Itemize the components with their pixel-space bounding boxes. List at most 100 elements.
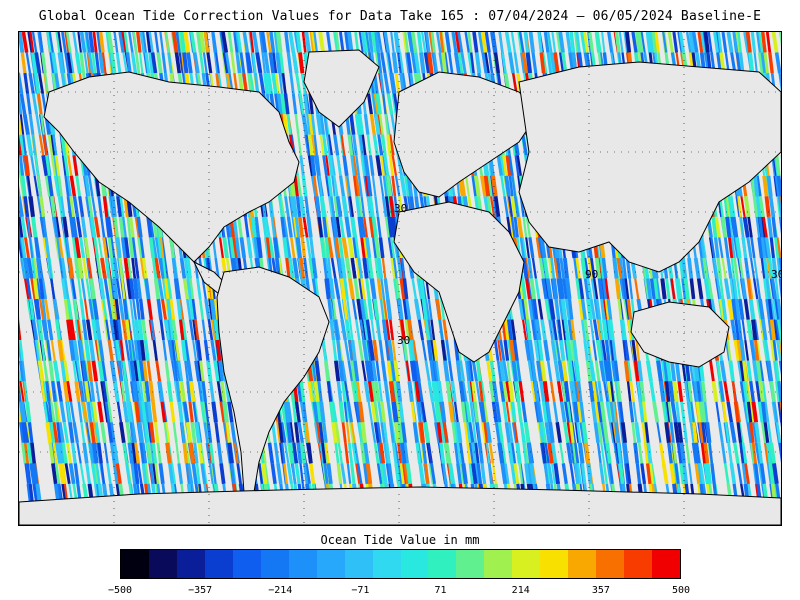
track-segment — [29, 298, 35, 320]
track-segment — [325, 175, 331, 197]
track-segment — [531, 257, 538, 279]
track-segment — [526, 278, 533, 300]
track-segment — [122, 298, 129, 320]
track-segment — [561, 360, 568, 382]
track-segment — [30, 278, 37, 300]
track-segment — [340, 360, 347, 382]
track-segment — [587, 257, 594, 279]
track-segment — [98, 278, 106, 300]
track-segment — [519, 422, 525, 443]
track-segment — [328, 278, 335, 300]
track-segment — [389, 319, 395, 341]
track-segment — [387, 216, 393, 238]
track-segment — [400, 442, 408, 464]
track-segment — [409, 360, 417, 382]
track-segment — [443, 442, 450, 464]
track-segment — [24, 463, 29, 485]
track-segment — [382, 298, 388, 320]
track-segment — [209, 442, 215, 464]
track-segment — [338, 32, 345, 53]
track-segment — [21, 360, 26, 382]
track-segment — [214, 422, 221, 443]
track-segment — [618, 463, 625, 485]
track-segment — [357, 175, 363, 197]
track-segment — [355, 319, 361, 341]
track-segment — [341, 422, 347, 443]
track-segment — [309, 463, 316, 485]
track-segment — [171, 32, 179, 53]
track-segment — [348, 32, 354, 53]
track-segment — [629, 381, 635, 402]
track-segment — [336, 339, 342, 361]
track-segment — [627, 319, 634, 341]
track-segment — [186, 381, 192, 402]
track-segment — [28, 237, 34, 259]
track-segment — [19, 72, 24, 94]
track-segment — [61, 155, 68, 176]
track-segment — [54, 463, 60, 485]
track-segment — [471, 381, 477, 402]
track-segment — [577, 278, 585, 300]
track-segment — [286, 463, 294, 485]
track-segment — [528, 237, 535, 259]
track-segment — [204, 401, 210, 423]
track-segment — [303, 257, 309, 279]
track-segment — [175, 381, 181, 402]
track-segment — [87, 401, 93, 423]
track-segment — [417, 380, 424, 403]
track-segment — [181, 339, 188, 361]
track-segment — [141, 463, 148, 485]
track-segment — [51, 52, 58, 74]
track-segment — [421, 298, 428, 320]
track-segment — [675, 278, 681, 300]
track-segment — [700, 237, 706, 259]
track-segment — [521, 52, 529, 74]
track-segment — [435, 360, 441, 382]
track-segment — [35, 298, 41, 320]
track-segment — [50, 155, 58, 177]
track-segment — [84, 380, 91, 403]
track-segment — [697, 463, 703, 485]
track-segment — [487, 463, 493, 485]
track-segment — [605, 442, 612, 464]
track-segment — [196, 32, 203, 53]
track-segment — [516, 216, 523, 238]
track-segment — [171, 257, 178, 279]
track-segment — [70, 319, 76, 341]
track-segment — [41, 380, 48, 403]
track-segment — [729, 421, 737, 444]
track-segment — [690, 401, 695, 423]
track-segment — [340, 257, 347, 279]
track-segment — [390, 257, 397, 279]
track-segment — [186, 257, 192, 279]
track-segment — [558, 52, 565, 74]
track-segment — [103, 278, 110, 300]
track-segment — [417, 401, 422, 423]
track-segment — [363, 155, 370, 177]
track-segment — [306, 442, 313, 464]
track-segment — [38, 32, 44, 53]
track-segment — [403, 463, 410, 485]
track-segment — [66, 52, 74, 74]
track-segment — [289, 72, 295, 94]
track-segment — [29, 463, 37, 485]
track-segment — [105, 216, 111, 238]
track-segment — [363, 442, 370, 464]
track-segment — [342, 298, 349, 320]
track-segment — [478, 401, 484, 423]
track-segment — [81, 319, 88, 341]
track-segment — [536, 339, 542, 361]
track-segment — [599, 401, 607, 423]
track-segment — [195, 463, 201, 485]
track-segment — [299, 381, 306, 402]
track-segment — [561, 319, 567, 341]
track-segment — [429, 360, 435, 382]
track-segment — [280, 422, 287, 444]
track-segment — [54, 442, 63, 464]
track-segment — [50, 339, 56, 361]
track-segment — [537, 32, 543, 53]
track-segment — [533, 339, 540, 361]
track-segment — [155, 360, 161, 382]
track-segment — [218, 237, 225, 259]
track-segment — [68, 339, 76, 361]
